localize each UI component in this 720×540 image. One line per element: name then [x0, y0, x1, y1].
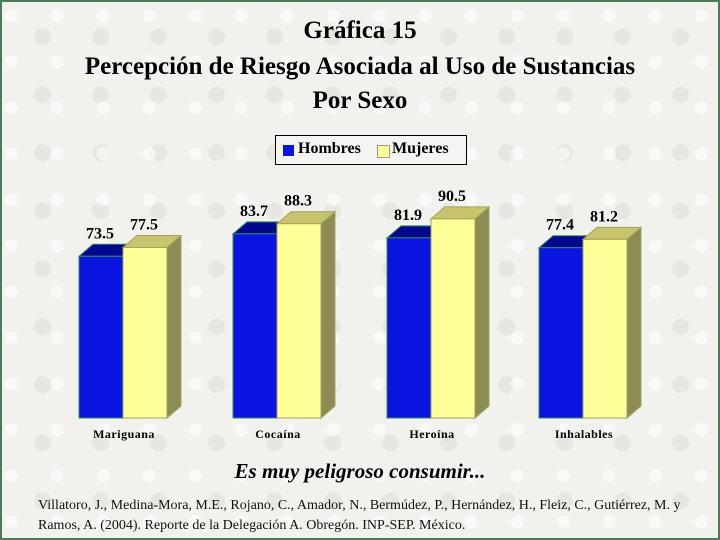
data-label-hombres-0: 73.5: [86, 225, 114, 242]
bar-mujeres-1: [276, 223, 322, 419]
bar-mujeres-0: [122, 247, 168, 419]
legend-swatch-mujeres: [377, 145, 390, 158]
bar-hombres-0: [78, 255, 124, 419]
category-label-2: Heroína: [409, 427, 454, 441]
source-citation: Villatoro, J., Medina-Mora, M.E., Rojano…: [38, 498, 681, 533]
chart-caption: Es muy peligroso consumir...: [234, 459, 486, 483]
bar-hombres-2: [386, 237, 432, 419]
bar-hombres-3: [538, 247, 584, 419]
data-label-hombres-3: 77.4: [546, 217, 574, 234]
data-label-mujeres-3: 81.2: [590, 208, 618, 225]
bar-side-mujeres-3: [626, 226, 642, 420]
chart-title-line-1: Gráfica 15: [303, 17, 417, 44]
category-label-3: Inhalables: [555, 427, 613, 441]
legend: Hombres Mujeres: [275, 135, 467, 165]
bar-side-mujeres-0: [166, 234, 182, 420]
bar-mujeres-3: [582, 238, 628, 419]
bar-mujeres-2: [430, 218, 476, 419]
category-label-1: Cocaína: [255, 427, 301, 441]
legend-swatch-hombres: [283, 145, 294, 156]
data-label-hombres-2: 81.9: [394, 207, 422, 224]
bar-hombres-1: [232, 233, 278, 419]
legend-label-mujeres: Mujeres: [392, 140, 449, 157]
data-label-mujeres-0: 77.5: [130, 217, 158, 234]
data-label-hombres-1: 83.7: [240, 203, 268, 220]
legend-label-hombres: Hombres: [298, 140, 361, 157]
data-label-mujeres-1: 88.3: [284, 193, 312, 210]
data-label-mujeres-2: 90.5: [438, 188, 466, 205]
bar-side-mujeres-2: [474, 205, 490, 420]
chart-title-line-3: Por Sexo: [312, 87, 408, 114]
bar-side-mujeres-1: [320, 210, 336, 420]
category-label-0: Mariguana: [93, 427, 155, 441]
chart-title-line-2: Percepción de Riesgo Asociada al Uso de …: [84, 53, 636, 80]
